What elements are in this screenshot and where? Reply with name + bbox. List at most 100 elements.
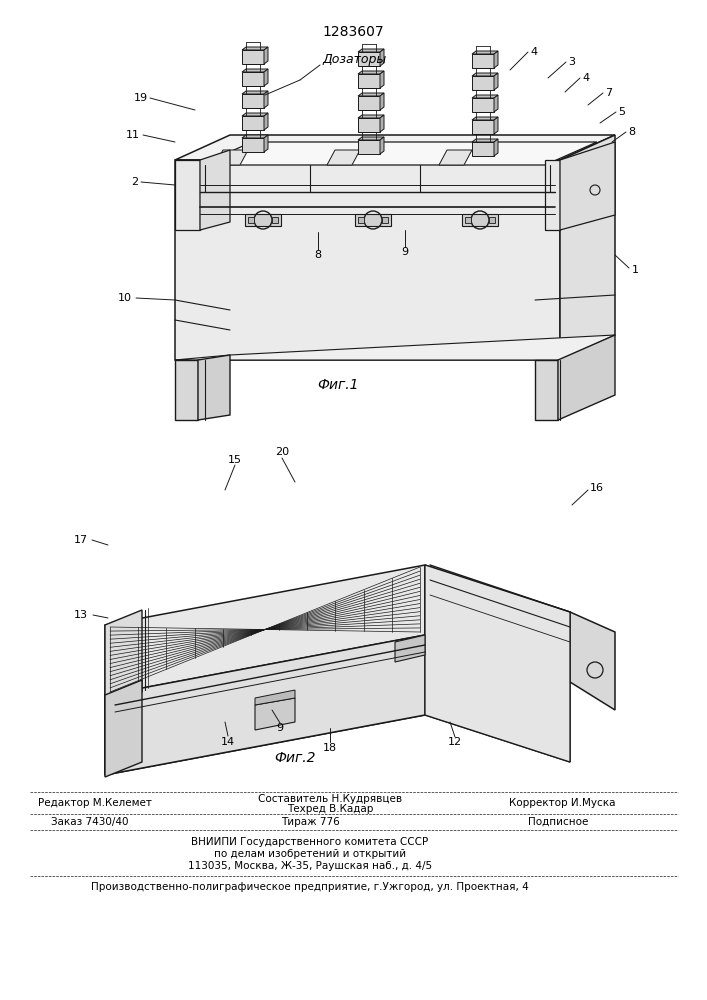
Polygon shape	[264, 69, 268, 86]
Polygon shape	[105, 565, 425, 695]
Polygon shape	[264, 135, 268, 152]
Polygon shape	[105, 610, 142, 707]
Polygon shape	[242, 138, 264, 152]
Polygon shape	[358, 71, 384, 74]
Text: 14: 14	[221, 737, 235, 747]
Text: 1283607: 1283607	[322, 25, 384, 39]
Text: 2: 2	[131, 177, 138, 187]
Text: 8: 8	[628, 127, 635, 137]
Polygon shape	[215, 150, 248, 165]
Polygon shape	[175, 360, 198, 420]
Polygon shape	[489, 217, 495, 223]
Polygon shape	[355, 214, 391, 226]
Polygon shape	[439, 150, 472, 165]
Text: 5: 5	[618, 107, 625, 117]
Polygon shape	[358, 96, 380, 110]
Polygon shape	[358, 217, 364, 223]
Text: Фиг.1: Фиг.1	[317, 378, 358, 392]
Polygon shape	[380, 93, 384, 110]
Polygon shape	[472, 98, 494, 112]
Polygon shape	[465, 217, 471, 223]
Polygon shape	[242, 91, 268, 94]
Polygon shape	[264, 113, 268, 130]
Polygon shape	[264, 91, 268, 108]
Polygon shape	[494, 139, 498, 156]
Text: 1: 1	[632, 265, 639, 275]
Text: 10: 10	[118, 293, 132, 303]
Polygon shape	[472, 54, 494, 68]
Polygon shape	[198, 355, 230, 420]
Polygon shape	[462, 214, 498, 226]
Text: 8: 8	[315, 250, 322, 260]
Polygon shape	[358, 115, 384, 118]
Text: ВНИИПИ Государственного комитета СССР: ВНИИПИ Государственного комитета СССР	[192, 837, 428, 847]
Polygon shape	[255, 698, 295, 730]
Polygon shape	[105, 635, 425, 775]
Polygon shape	[242, 50, 264, 64]
Text: 17: 17	[74, 535, 88, 545]
Polygon shape	[472, 95, 498, 98]
Polygon shape	[494, 73, 498, 90]
Polygon shape	[472, 51, 498, 54]
Text: Производственно-полиграфическое предприятие, г.Ужгород, ул. Проектная, 4: Производственно-полиграфическое предприя…	[91, 882, 529, 892]
Text: 9: 9	[402, 247, 409, 257]
Text: Редактор М.Келемет: Редактор М.Келемет	[38, 798, 152, 808]
Text: 9: 9	[276, 723, 284, 733]
Text: 12: 12	[448, 737, 462, 747]
Polygon shape	[264, 47, 268, 64]
Text: 4: 4	[582, 73, 589, 83]
Polygon shape	[272, 217, 278, 223]
Text: Дозаторы: Дозаторы	[323, 53, 387, 66]
Polygon shape	[242, 135, 268, 138]
Text: 4: 4	[530, 47, 537, 57]
Polygon shape	[175, 160, 200, 230]
Text: Тираж 776: Тираж 776	[281, 817, 339, 827]
Polygon shape	[358, 118, 380, 132]
Polygon shape	[327, 150, 360, 165]
Text: 3: 3	[568, 57, 575, 67]
Polygon shape	[175, 135, 615, 160]
Polygon shape	[494, 117, 498, 134]
Polygon shape	[425, 565, 570, 762]
Polygon shape	[245, 214, 281, 226]
Text: 7: 7	[605, 88, 612, 98]
Polygon shape	[560, 135, 615, 360]
Polygon shape	[105, 680, 142, 777]
Text: Фиг.2: Фиг.2	[274, 751, 316, 765]
Text: 19: 19	[134, 93, 148, 103]
Polygon shape	[358, 49, 384, 52]
Polygon shape	[472, 73, 498, 76]
Polygon shape	[472, 117, 498, 120]
Polygon shape	[358, 137, 384, 140]
Polygon shape	[494, 95, 498, 112]
Polygon shape	[472, 120, 494, 134]
Polygon shape	[358, 93, 384, 96]
Polygon shape	[175, 335, 615, 360]
Text: 20: 20	[275, 447, 289, 457]
Text: Техред В.Кадар: Техред В.Кадар	[287, 804, 373, 814]
Polygon shape	[242, 94, 264, 108]
Text: Заказ 7430/40: Заказ 7430/40	[51, 817, 129, 827]
Polygon shape	[200, 150, 230, 230]
Polygon shape	[175, 160, 560, 360]
Polygon shape	[380, 137, 384, 154]
Text: Корректор И.Муска: Корректор И.Муска	[509, 798, 615, 808]
Polygon shape	[242, 69, 268, 72]
Polygon shape	[535, 360, 558, 420]
Text: 15: 15	[228, 455, 242, 465]
Text: 13: 13	[74, 610, 88, 620]
Text: 18: 18	[323, 743, 337, 753]
Polygon shape	[242, 72, 264, 86]
Polygon shape	[472, 76, 494, 90]
Polygon shape	[242, 113, 268, 116]
Polygon shape	[242, 116, 264, 130]
Polygon shape	[472, 142, 494, 156]
Polygon shape	[358, 140, 380, 154]
Text: 11: 11	[126, 130, 140, 140]
Text: Составитель Н.Кудрявцев: Составитель Н.Кудрявцев	[258, 794, 402, 804]
Polygon shape	[105, 635, 570, 775]
Polygon shape	[380, 71, 384, 88]
Polygon shape	[200, 142, 597, 165]
Text: Подписное: Подписное	[528, 817, 588, 827]
Text: по делам изобретений и открытий: по делам изобретений и открытий	[214, 849, 406, 859]
